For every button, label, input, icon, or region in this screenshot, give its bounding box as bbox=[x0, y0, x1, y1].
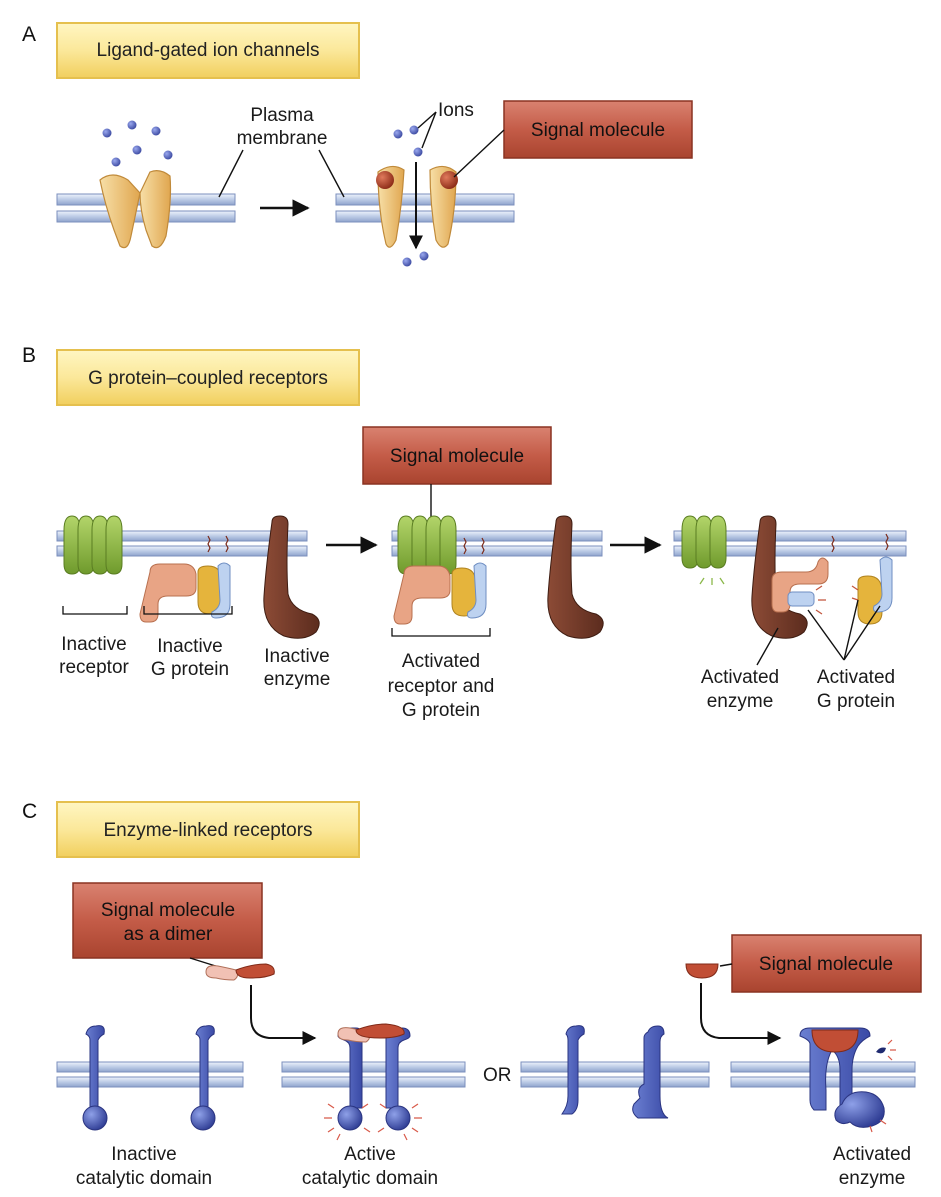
gprotein-leader-1 bbox=[807, 609, 845, 661]
svg-text:catalytic domain: catalytic domain bbox=[76, 1168, 212, 1189]
svg-text:Activated: Activated bbox=[817, 667, 895, 688]
panel-c: C Enzyme-linked receptors Signal molecul… bbox=[22, 800, 922, 1189]
ligand-bound-right bbox=[440, 171, 458, 189]
panel-c-dimer-box: Signal molecule as a dimer bbox=[72, 882, 263, 959]
signal-leader-a bbox=[453, 129, 505, 178]
svg-text:receptor and: receptor and bbox=[388, 676, 495, 697]
svg-text:Activated: Activated bbox=[701, 667, 779, 688]
or-label: OR bbox=[483, 1065, 512, 1086]
gprotein-leader-2 bbox=[843, 599, 859, 661]
plasma-membrane-b2 bbox=[391, 530, 603, 557]
label-inactive-g-protein: Inactive G protein bbox=[151, 636, 229, 680]
activated-enzyme-stage3 bbox=[751, 515, 808, 639]
panel-b-title: G protein–coupled receptors bbox=[88, 368, 328, 389]
label-inactive-enzyme: Inactive enzyme bbox=[264, 646, 331, 690]
svg-text:Signal molecule: Signal molecule bbox=[101, 900, 235, 921]
plasma-membrane-b1 bbox=[56, 530, 308, 557]
ions-outside bbox=[102, 120, 173, 167]
svg-text:Active: Active bbox=[344, 1144, 396, 1165]
ion-channel-closed bbox=[99, 170, 172, 249]
receptor-stage3 bbox=[681, 515, 727, 585]
label-activated-g-protein: Activated G protein bbox=[817, 667, 895, 712]
label-activated-enzyme-b: Activated enzyme bbox=[701, 667, 779, 712]
svg-text:Inactive: Inactive bbox=[111, 1144, 176, 1165]
panel-a-signal-label: Signal molecule bbox=[531, 120, 665, 141]
plasma-membrane-c2 bbox=[281, 1061, 466, 1088]
arrow-c2 bbox=[700, 983, 782, 1045]
panel-b: B G protein–coupled receptors bbox=[22, 344, 907, 721]
plasma-membrane-label: Plasma membrane bbox=[237, 105, 328, 149]
svg-text:Plasma: Plasma bbox=[250, 105, 314, 126]
label-activated-enzyme-c: Activated enzyme bbox=[833, 1144, 911, 1189]
unliganded-receptor-c bbox=[561, 1025, 669, 1119]
plasma-membrane-c1 bbox=[56, 1061, 244, 1088]
svg-text:G protein: G protein bbox=[817, 691, 895, 712]
signal-dimer bbox=[205, 963, 275, 981]
membrane-leader-right bbox=[318, 149, 345, 198]
label-inactive-receptor: Inactive receptor bbox=[59, 634, 129, 678]
panel-c-signal-box: Signal molecule bbox=[731, 934, 922, 993]
enzyme-stage2 bbox=[547, 515, 604, 639]
active-receptor-dimer bbox=[324, 1023, 422, 1141]
svg-text:Inactive: Inactive bbox=[61, 634, 126, 655]
plasma-membrane-c3 bbox=[520, 1061, 710, 1088]
ion-channel-open bbox=[376, 165, 458, 248]
svg-text:Inactive: Inactive bbox=[264, 646, 329, 667]
panel-c-title: Enzyme-linked receptors bbox=[103, 820, 312, 841]
svg-text:enzyme: enzyme bbox=[839, 1168, 906, 1189]
ligand-bound-left bbox=[376, 171, 394, 189]
inactive-receptor bbox=[63, 515, 123, 575]
svg-text:enzyme: enzyme bbox=[707, 691, 774, 712]
inactive-enzyme bbox=[263, 515, 320, 639]
bracket-inactive-receptor bbox=[62, 606, 128, 615]
panel-b-signal-label: Signal molecule bbox=[390, 446, 524, 467]
ions-leader-1 bbox=[417, 111, 437, 129]
gprotein-leader-3 bbox=[843, 605, 881, 661]
panel-b-signal-box: Signal molecule bbox=[362, 426, 552, 485]
bracket-activated-receptor bbox=[391, 628, 491, 637]
svg-text:Activated: Activated bbox=[402, 651, 480, 672]
panel-a-title: Ligand-gated ion channels bbox=[97, 40, 320, 61]
svg-text:receptor: receptor bbox=[59, 657, 129, 678]
svg-text:Activated: Activated bbox=[833, 1144, 911, 1165]
svg-text:catalytic domain: catalytic domain bbox=[302, 1168, 438, 1189]
inactive-receptor-c-left bbox=[82, 1025, 108, 1131]
plasma-membrane-a2 bbox=[335, 193, 515, 223]
panel-b-title-box: G protein–coupled receptors bbox=[56, 349, 360, 406]
panel-letter-c: C bbox=[22, 800, 37, 823]
membrane-leader-left bbox=[218, 149, 244, 198]
ions-label: Ions bbox=[438, 100, 474, 121]
label-activated-receptor: Activated receptor and G protein bbox=[388, 651, 495, 721]
arrow-c1 bbox=[250, 985, 317, 1045]
plasma-membrane-b3 bbox=[673, 530, 907, 557]
svg-text:as a dimer: as a dimer bbox=[124, 924, 213, 945]
panel-letter-a: A bbox=[22, 23, 36, 46]
svg-text:G protein: G protein bbox=[151, 659, 229, 680]
bracket-inactive-g-protein bbox=[143, 606, 233, 615]
panel-a-signal-box: Signal molecule bbox=[503, 100, 693, 159]
panel-a-title-box: Ligand-gated ion channels bbox=[56, 22, 360, 79]
svg-text:G protein: G protein bbox=[402, 700, 480, 721]
activated-receptor-stage2 bbox=[397, 515, 457, 575]
inactive-g-protein bbox=[139, 535, 231, 623]
panel-c-signal-label: Signal molecule bbox=[759, 954, 893, 975]
label-active-catalytic-domain: Active catalytic domain bbox=[302, 1144, 438, 1189]
panel-a: A Ligand-gated ion channels bbox=[22, 22, 693, 267]
inactive-receptor-c-right bbox=[190, 1025, 216, 1131]
ions-passing bbox=[393, 125, 429, 267]
panel-letter-b: B bbox=[22, 344, 36, 367]
panel-c-title-box: Enzyme-linked receptors bbox=[56, 801, 360, 858]
activated-enzyme-c bbox=[799, 1027, 896, 1133]
g-protein-stage2 bbox=[393, 537, 487, 625]
enzyme-leader-b bbox=[756, 627, 779, 666]
svg-text:enzyme: enzyme bbox=[264, 669, 331, 690]
svg-text:Inactive: Inactive bbox=[157, 636, 222, 657]
ions-leader-2 bbox=[421, 111, 437, 149]
label-inactive-catalytic-domain: Inactive catalytic domain bbox=[76, 1144, 212, 1189]
signal-leader-c bbox=[719, 963, 733, 967]
svg-text:membrane: membrane bbox=[237, 128, 328, 149]
signal-molecule-c bbox=[685, 963, 719, 979]
